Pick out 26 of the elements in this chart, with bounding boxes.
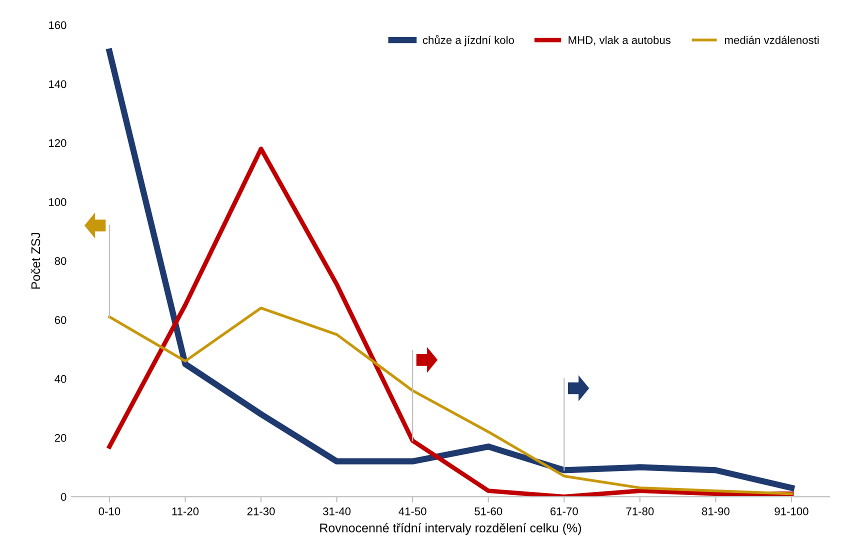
x-tick-label: 61-70 (550, 507, 578, 516)
y-tick-label: 40 (54, 375, 66, 383)
legend-label: chůze a jízdní kolo (422, 34, 514, 46)
x-tick-label: 71-80 (626, 507, 654, 516)
legend-label: MHD, vlak a autobus (568, 36, 671, 46)
x-tick-label: 81-90 (702, 507, 730, 516)
y-tick-label: 160 (49, 21, 66, 30)
x-tick-label: 41-50 (398, 507, 426, 516)
x-tick-label: 31-40 (323, 507, 351, 516)
y-axis-title: Počet ZSJ (30, 232, 40, 289)
x-tick-label: 51-60 (474, 507, 502, 516)
x-tick-label: 0-10 (98, 507, 120, 516)
y-tick-label: 100 (49, 198, 66, 206)
y-tick-label: 60 (54, 316, 66, 324)
y-tick-label: 120 (49, 139, 66, 148)
x-tick-label: 11-20 (172, 507, 199, 516)
x-tick-label: 21-30 (247, 507, 275, 516)
y-tick-label: 20 (54, 434, 66, 442)
x-tick-label: 91-100 (774, 507, 808, 516)
y-tick-label: 140 (49, 80, 66, 88)
legend-label: medián vzdálenosti (724, 36, 819, 44)
x-axis-title: Rovnocenné třídní intervaly rozdělení celku (%) (320, 523, 582, 535)
line-series (108, 306, 793, 496)
y-tick-label: 0 (60, 492, 66, 501)
line-series (107, 146, 794, 497)
y-tick-label: 80 (54, 257, 66, 265)
